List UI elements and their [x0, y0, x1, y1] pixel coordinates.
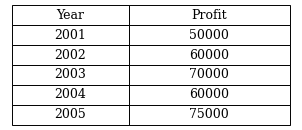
Text: 2005: 2005: [55, 108, 86, 121]
Bar: [129, 85, 290, 105]
Text: 60000: 60000: [189, 88, 229, 101]
Bar: [12, 65, 129, 85]
Text: 75000: 75000: [189, 108, 229, 121]
Text: 2002: 2002: [55, 48, 86, 61]
Bar: [12, 5, 129, 25]
Text: 60000: 60000: [189, 48, 229, 61]
Bar: [129, 25, 290, 45]
Text: Profit: Profit: [191, 9, 227, 22]
Text: 2001: 2001: [54, 29, 86, 42]
Bar: [129, 105, 290, 125]
Text: 70000: 70000: [189, 69, 229, 82]
Bar: [12, 45, 129, 65]
Text: 50000: 50000: [189, 29, 229, 42]
Text: Year: Year: [56, 9, 85, 22]
Bar: [129, 45, 290, 65]
Bar: [12, 85, 129, 105]
Bar: [12, 25, 129, 45]
Bar: [129, 5, 290, 25]
Text: 2004: 2004: [54, 88, 86, 101]
Text: 2003: 2003: [54, 69, 86, 82]
Bar: [129, 65, 290, 85]
Bar: [12, 105, 129, 125]
